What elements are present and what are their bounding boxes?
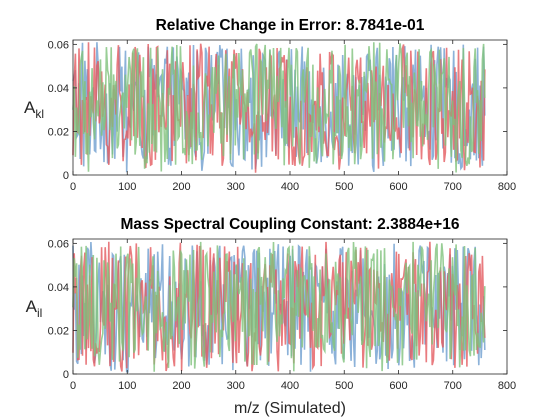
x-tick-label: 700: [444, 181, 462, 193]
top-title: Relative Change in Error: 8.7841e-01: [156, 17, 425, 34]
y-tick-label: 0.06: [48, 39, 69, 51]
x-tick-label: 500: [335, 380, 353, 392]
x-tick-label: 200: [172, 181, 190, 193]
x-tick-label: 100: [118, 181, 136, 193]
x-tick-label: 0: [70, 181, 76, 193]
x-tick-label: 300: [227, 380, 245, 392]
y-tick-label: 0.02: [48, 126, 69, 138]
x-tick-label: 200: [172, 380, 190, 392]
y-tick-label: 0.06: [48, 238, 69, 250]
bottom-ylabel: Ail: [26, 297, 43, 320]
bottom-series-group: [73, 242, 485, 372]
y-tick-label: 0: [63, 170, 69, 182]
top-panel: Relative Change in Error: 8.7841e-01 0 10…: [24, 17, 516, 193]
y-tick-label: 0: [63, 369, 69, 381]
top-ylabel: Akl: [24, 98, 44, 121]
y-tick-label: 0.04: [48, 83, 69, 95]
x-tick-label: 400: [281, 181, 299, 193]
y-tick-label: 0.02: [48, 325, 69, 337]
x-tick-label: 400: [281, 380, 299, 392]
x-tick-label: 600: [389, 380, 407, 392]
x-tick-label: 0: [70, 380, 76, 392]
x-tick-label: 300: [227, 181, 245, 193]
bottom-panel: Mass Spectral Coupling Constant: 2.3884e…: [26, 216, 517, 417]
bottom-xlabel: m/z (Simulated): [234, 400, 346, 417]
x-tick-label: 500: [335, 181, 353, 193]
top-series-group: [73, 42, 485, 173]
x-tick-label: 700: [444, 380, 462, 392]
y-tick-label: 0.04: [48, 282, 69, 294]
x-tick-label: 100: [118, 380, 136, 392]
x-tick-label: 600: [389, 181, 407, 193]
x-tick-label: 800: [498, 181, 516, 193]
x-tick-label: 800: [498, 380, 516, 392]
bottom-title: Mass Spectral Coupling Constant: 2.3884e…: [121, 216, 460, 233]
